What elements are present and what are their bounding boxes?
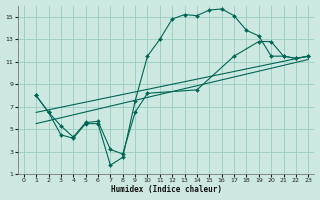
X-axis label: Humidex (Indice chaleur): Humidex (Indice chaleur) bbox=[110, 185, 221, 194]
